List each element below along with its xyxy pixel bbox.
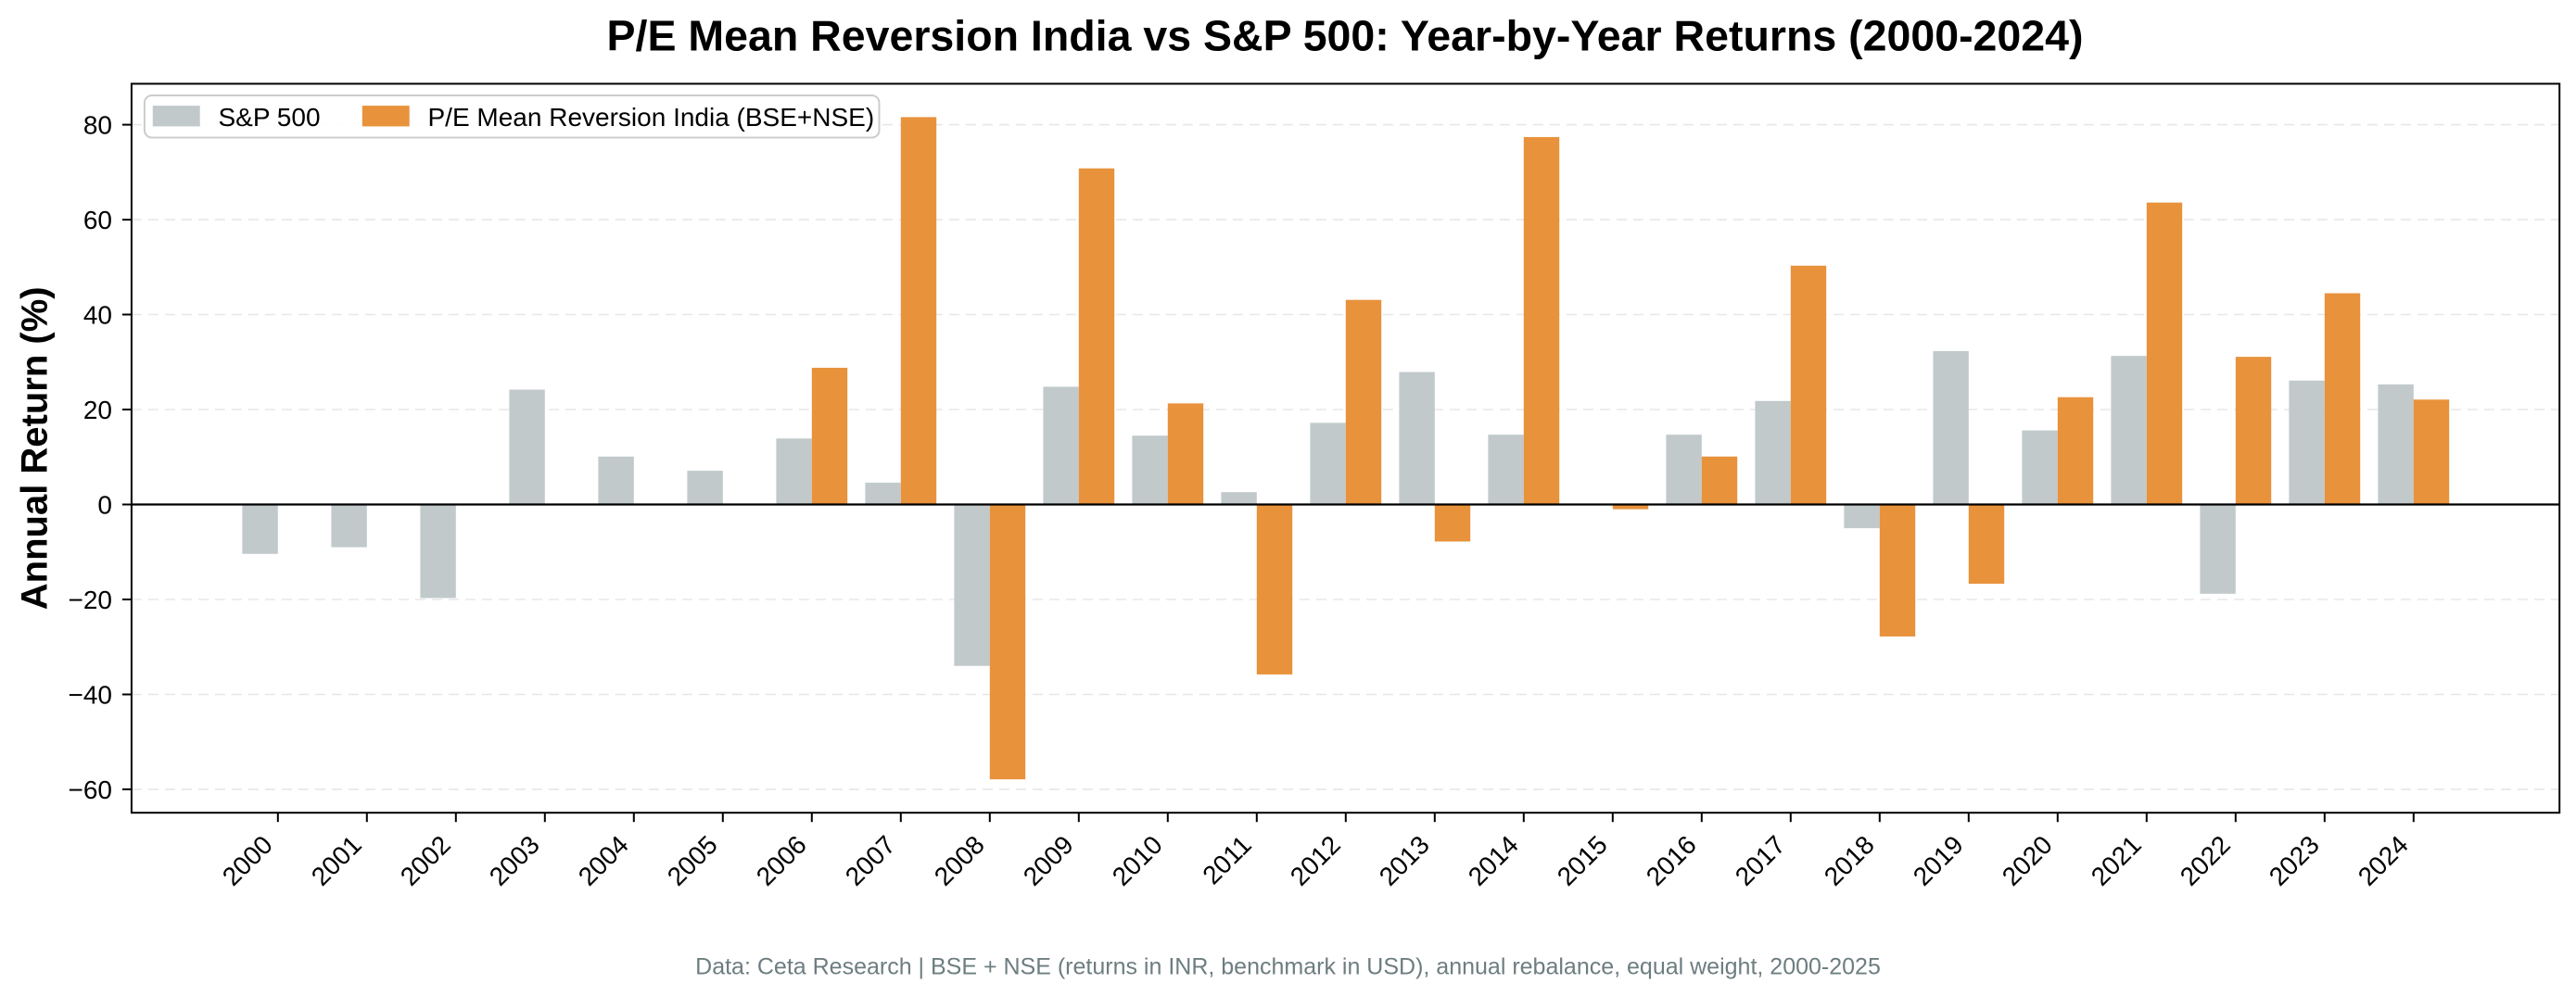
- svg-text:−60: −60: [69, 775, 113, 804]
- svg-text:Data: Ceta Research | BSE + NS: Data: Ceta Research | BSE + NSE (returns…: [695, 954, 1881, 980]
- svg-text:40: 40: [83, 301, 112, 330]
- svg-text:−20: −20: [69, 586, 113, 614]
- svg-text:0: 0: [97, 491, 112, 520]
- svg-text:Annual Return (%): Annual Return (%): [15, 286, 56, 610]
- svg-text:P/E Mean Reversion India (BSE+: P/E Mean Reversion India (BSE+NSE): [428, 103, 875, 132]
- svg-text:−40: −40: [69, 681, 113, 710]
- svg-text:80: 80: [83, 111, 112, 140]
- svg-text:60: 60: [83, 206, 112, 234]
- svg-text:20: 20: [83, 396, 112, 424]
- svg-text:S&P 500: S&P 500: [219, 103, 321, 132]
- svg-text:P/E Mean Reversion India vs S&: P/E Mean Reversion India vs S&P 500: Yea…: [607, 12, 2084, 60]
